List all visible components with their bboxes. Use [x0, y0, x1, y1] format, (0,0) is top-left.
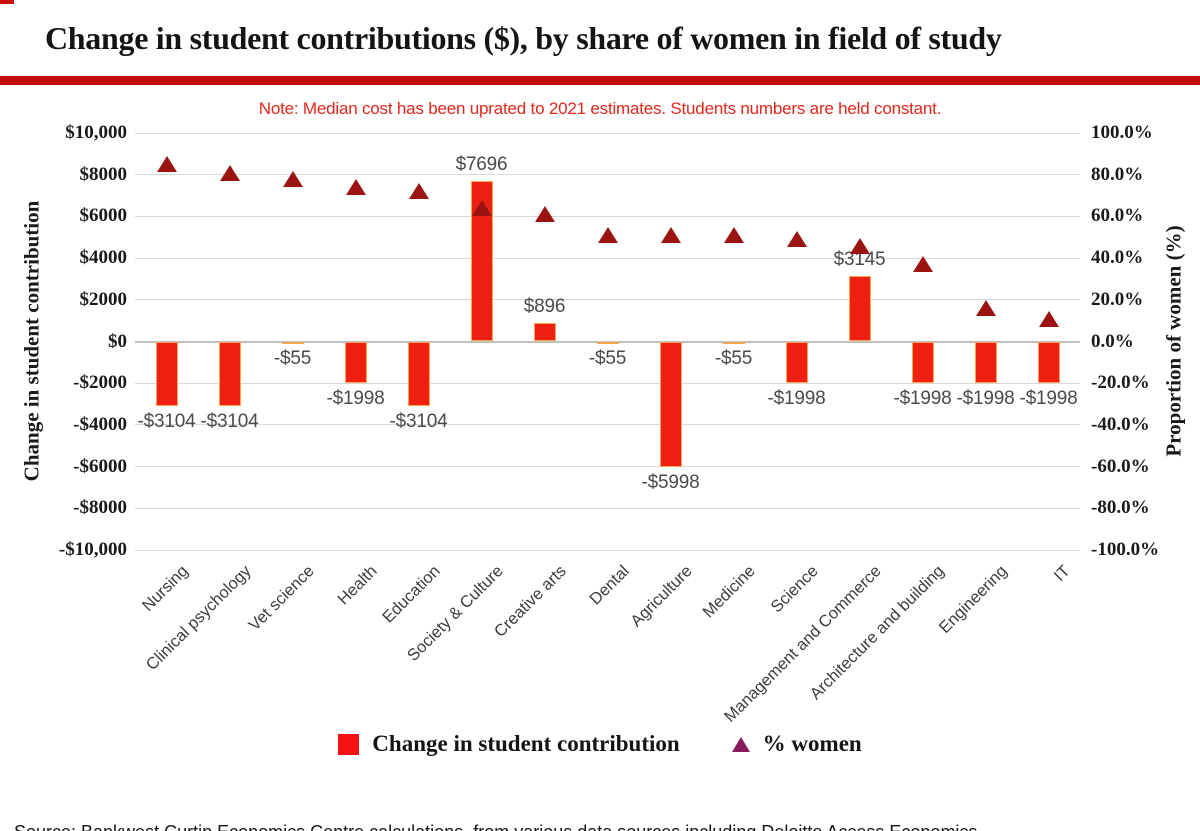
corner-accent-mark: [0, 0, 14, 4]
grid-line: [135, 549, 1080, 551]
y-axis-tick-left: -$4000: [73, 413, 127, 435]
y-axis-tick-right: 60.0%: [1091, 205, 1144, 227]
y-axis-tick-right: 80.0%: [1091, 163, 1144, 185]
y-axis-tick-left: -$6000: [73, 455, 127, 477]
legend-label-women: % women: [762, 731, 862, 756]
y-axis-tick-right: 0.0%: [1091, 330, 1134, 352]
women-percentage-marker: [1038, 310, 1059, 327]
y-axis-tick-right: 20.0%: [1091, 288, 1144, 310]
bar-value-label: -$1998: [767, 388, 826, 410]
chart-note: Note: Median cost has been uprated to 20…: [258, 99, 942, 118]
women-percentage-marker: [660, 227, 681, 244]
bar-series-swatch: [338, 733, 360, 755]
bar: [533, 322, 556, 342]
women-percentage-marker: [975, 300, 996, 317]
bar-value-label: -$55: [273, 347, 312, 369]
women-percentage-marker: [849, 237, 870, 254]
women-percentage-marker: [534, 206, 555, 223]
y-axis-tick-left: -$2000: [73, 372, 127, 394]
women-percentage-marker: [786, 231, 807, 248]
y-axis-tick-right: 40.0%: [1091, 247, 1144, 269]
bar-value-label: -$1998: [326, 388, 385, 410]
bar: [911, 341, 934, 384]
grid-line: [135, 424, 1080, 426]
bar: [155, 341, 178, 407]
women-percentage-marker: [471, 200, 492, 217]
y-axis-tick-left: -$10,000: [58, 539, 127, 560]
bar-value-label: $7696: [455, 154, 508, 176]
grid-line: [135, 466, 1080, 468]
source-note: Source: Bankwest Curtin Economics Centre…: [14, 779, 1184, 831]
bar: [281, 341, 304, 344]
bar-value-label: $896: [523, 295, 566, 317]
bar-value-label: -$3104: [200, 411, 259, 433]
bar: [344, 341, 367, 384]
legend-item-women: % women: [731, 731, 862, 757]
women-percentage-marker: [345, 179, 366, 196]
y-axis-tick-right: 100.0%: [1091, 122, 1153, 143]
y-axis-tick-right: -80.0%: [1091, 497, 1150, 519]
bar: [470, 181, 493, 342]
bar-value-label: -$3104: [389, 411, 448, 433]
grid-line: [135, 299, 1080, 301]
women-percentage-marker: [282, 170, 303, 187]
bar: [407, 341, 430, 407]
bar: [1037, 341, 1060, 384]
grid-line: [135, 507, 1080, 509]
y-axis-tick-left: $6000: [79, 205, 128, 227]
grid-line: [135, 382, 1080, 384]
bar: [596, 341, 619, 344]
bar-value-label: -$1998: [1019, 388, 1078, 410]
y-axis-tick-left: $10,000: [65, 122, 127, 143]
title-divider: [0, 76, 1200, 85]
bar: [848, 275, 871, 342]
y-axis-tick-right: -60.0%: [1091, 455, 1150, 477]
y-axis-tick-right: -40.0%: [1091, 413, 1150, 435]
women-percentage-marker: [408, 183, 429, 200]
bar-value-label: -$1998: [956, 388, 1015, 410]
bar-value-label: -$55: [588, 347, 627, 369]
women-percentage-marker: [723, 227, 744, 244]
bar: [974, 341, 997, 384]
legend-item-contribution: Change in student contribution: [338, 731, 680, 757]
triangle-series-swatch: [731, 736, 750, 752]
y-axis-tick-right: -20.0%: [1091, 372, 1150, 394]
legend-label-contribution: Change in student contribution: [372, 731, 680, 756]
y-axis-tick-left: $2000: [79, 288, 128, 310]
women-percentage-marker: [156, 156, 177, 173]
y-axis-tick-left: $4000: [79, 247, 128, 269]
women-percentage-marker: [912, 256, 933, 273]
bar: [722, 341, 745, 344]
grid-line: [135, 215, 1080, 217]
legend: Change in student contribution % women: [0, 731, 1200, 757]
y-axis-tick-left: -$8000: [73, 497, 127, 519]
bar: [218, 341, 241, 407]
bar-value-label: -$55: [714, 347, 753, 369]
bar-value-label: $3145: [833, 248, 886, 270]
bar-value-label: -$5998: [641, 471, 700, 493]
bar: [659, 341, 682, 467]
page-title: Change in student contributions ($), by …: [45, 20, 1002, 56]
bar-value-label: -$1998: [893, 388, 952, 410]
women-percentage-marker: [597, 227, 618, 244]
grid-line: [135, 257, 1080, 259]
bar: [785, 341, 808, 384]
y-axis-tick-right: -100.0%: [1091, 539, 1160, 560]
grid-line: [135, 132, 1080, 134]
y-axis-tick-left: $8000: [79, 163, 128, 185]
bar-value-label: -$3104: [137, 411, 196, 433]
grid-line: [135, 174, 1080, 176]
women-percentage-marker: [219, 164, 240, 181]
source-line-1: Source: Bankwest Curtin Economics Centre…: [14, 822, 1184, 831]
y-axis-tick-left: $0: [108, 330, 127, 352]
